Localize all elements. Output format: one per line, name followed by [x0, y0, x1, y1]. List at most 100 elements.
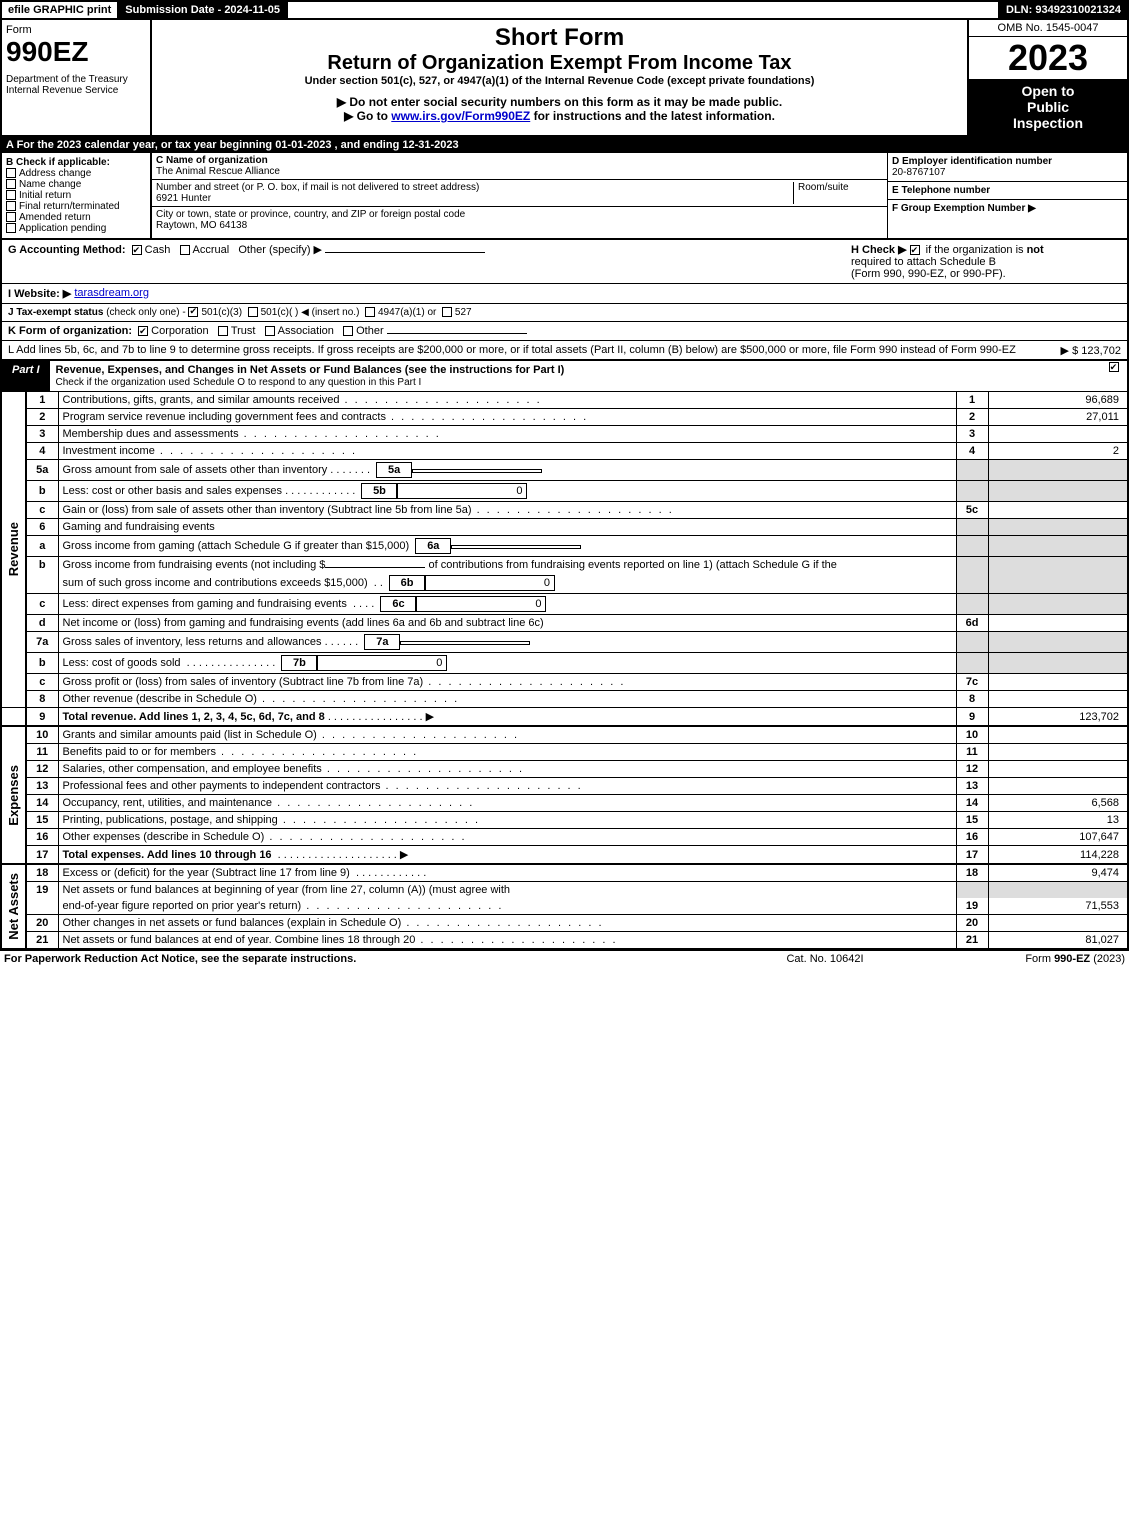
cb-h[interactable]	[910, 245, 920, 255]
cb-501c3[interactable]	[188, 307, 198, 317]
line-5c: c Gain or (loss) from sale of assets oth…	[1, 502, 1128, 519]
website-link[interactable]: tarasdream.org	[74, 287, 149, 300]
line-12: 12 Salaries, other compensation, and emp…	[1, 761, 1128, 778]
row-g-h: G Accounting Method: Cash Accrual Other …	[0, 240, 1129, 284]
amt-16: 107,647	[988, 829, 1128, 846]
line-6c: c Less: direct expenses from gaming and …	[1, 594, 1128, 615]
line-15: 15 Printing, publications, postage, and …	[1, 812, 1128, 829]
row-l: L Add lines 5b, 6c, and 7b to line 9 to …	[0, 341, 1129, 361]
e-label: E Telephone number	[892, 185, 1123, 196]
line-21: 21 Net assets or fund balances at end of…	[1, 932, 1128, 950]
row-j: J Tax-exempt status (check only one) - 5…	[0, 304, 1129, 322]
org-name: The Animal Rescue Alliance	[156, 166, 883, 177]
section-a: A For the 2023 calendar year, or tax yea…	[0, 137, 1129, 153]
line-19a: 19 Net assets or fund balances at beginn…	[1, 882, 1128, 899]
expenses-label: Expenses	[6, 765, 21, 826]
line-14: 14 Occupancy, rent, utilities, and maint…	[1, 795, 1128, 812]
cb-cash[interactable]	[132, 245, 142, 255]
cb-final-return[interactable]: Final return/terminated	[6, 201, 146, 212]
line-7a: 7a Gross sales of inventory, less return…	[1, 632, 1128, 653]
cat-no: Cat. No. 10642I	[725, 953, 925, 965]
line-19b: end-of-year figure reported on prior yea…	[1, 898, 1128, 915]
amt-7c	[988, 674, 1128, 691]
goto-line: ▶ Go to www.irs.gov/Form990EZ for instru…	[156, 109, 963, 123]
c-name-label: C Name of organization	[156, 155, 883, 166]
h-section: H Check ▶ if the organization is not req…	[841, 243, 1121, 280]
cb-corp[interactable]	[138, 326, 148, 336]
cb-trust[interactable]	[218, 326, 228, 336]
form-ref: Form 990-EZ (2023)	[925, 953, 1125, 965]
under-section: Under section 501(c), 527, or 4947(a)(1)…	[156, 75, 963, 87]
f-label: F Group Exemption Number ▶	[892, 203, 1123, 214]
line-8: 8 Other revenue (describe in Schedule O)…	[1, 691, 1128, 708]
line-1: Revenue 1 Contributions, gifts, grants, …	[1, 392, 1128, 409]
cb-assoc[interactable]	[265, 326, 275, 336]
irs-label: Internal Revenue Service	[6, 85, 146, 96]
g-section: G Accounting Method: Cash Accrual Other …	[8, 243, 485, 256]
part1-checkbox[interactable]	[1103, 361, 1127, 391]
c-street-label: Number and street (or P. O. box, if mail…	[156, 182, 793, 193]
cb-other-org[interactable]	[343, 326, 353, 336]
line-4: 4 Investment income 4 2	[1, 443, 1128, 460]
amt-14: 6,568	[988, 795, 1128, 812]
revenue-label: Revenue	[6, 522, 21, 576]
block-bcdef: B Check if applicable: Address change Na…	[0, 153, 1129, 240]
line-9: 9 Total revenue. Add lines 1, 2, 3, 4, 5…	[1, 708, 1128, 727]
cb-amended[interactable]: Amended return	[6, 212, 146, 223]
amt-8	[988, 691, 1128, 708]
header-center: Short Form Return of Organization Exempt…	[152, 20, 967, 135]
part1-table: Revenue 1 Contributions, gifts, grants, …	[0, 392, 1129, 950]
tax-year: 2023	[969, 37, 1127, 79]
amt-13	[988, 778, 1128, 795]
cb-initial-return[interactable]: Initial return	[6, 190, 146, 201]
amt-9: 123,702	[988, 708, 1128, 727]
cb-accrual[interactable]	[180, 245, 190, 255]
line-13: 13 Professional fees and other payments …	[1, 778, 1128, 795]
return-title: Return of Organization Exempt From Incom…	[156, 52, 963, 75]
org-street: 6921 Hunter	[156, 193, 793, 204]
line-6b: b Gross income from fundraising events (…	[1, 557, 1128, 574]
cb-address-change[interactable]: Address change	[6, 168, 146, 179]
cb-4947[interactable]	[365, 307, 375, 317]
omb-number: OMB No. 1545-0047	[969, 20, 1127, 37]
part1-label: Part I	[2, 361, 50, 391]
amt-18: 9,474	[988, 864, 1128, 882]
header-right: OMB No. 1545-0047 2023 Open to Public In…	[967, 20, 1127, 135]
line-18: Net Assets 18 Excess or (deficit) for th…	[1, 864, 1128, 882]
line-6: 6 Gaming and fundraising events	[1, 519, 1128, 536]
irs-link[interactable]: www.irs.gov/Form990EZ	[391, 109, 530, 123]
b-title: B Check if applicable:	[6, 157, 146, 168]
paperwork-notice: For Paperwork Reduction Act Notice, see …	[4, 953, 725, 965]
amt-12	[988, 761, 1128, 778]
cb-name-change[interactable]: Name change	[6, 179, 146, 190]
line-10: Expenses 10 Grants and similar amounts p…	[1, 726, 1128, 744]
page-footer: For Paperwork Reduction Act Notice, see …	[0, 950, 1129, 967]
d-label: D Employer identification number	[892, 156, 1123, 167]
room-suite-label: Room/suite	[793, 182, 883, 204]
amt-5c	[988, 502, 1128, 519]
amt-2: 27,011	[988, 409, 1128, 426]
section-def: D Employer identification number 20-8767…	[887, 153, 1127, 238]
dln: DLN: 93492310021324	[1000, 2, 1127, 18]
top-bar: efile GRAPHIC print Submission Date - 20…	[0, 0, 1129, 20]
section-c: C Name of organization The Animal Rescue…	[152, 153, 887, 238]
short-form-title: Short Form	[156, 24, 963, 52]
cb-pending[interactable]: Application pending	[6, 223, 146, 234]
line-7c: c Gross profit or (loss) from sales of i…	[1, 674, 1128, 691]
row-i: I Website: ▶ tarasdream.org	[0, 284, 1129, 304]
cb-527[interactable]	[442, 307, 452, 317]
c-city-label: City or town, state or province, country…	[156, 209, 883, 220]
form-word: Form	[6, 24, 146, 36]
netassets-label: Net Assets	[6, 873, 21, 940]
cb-501c[interactable]	[248, 307, 258, 317]
part1-title: Revenue, Expenses, and Changes in Net As…	[50, 361, 1103, 391]
amt-10	[988, 726, 1128, 744]
amt-11	[988, 744, 1128, 761]
line-6b-2: sum of such gross income and contributio…	[1, 573, 1128, 594]
line-3: 3 Membership dues and assessments 3	[1, 426, 1128, 443]
line-7b: b Less: cost of goods sold . . . . . . .…	[1, 653, 1128, 674]
no-ssn-line: ▶ Do not enter social security numbers o…	[156, 95, 963, 109]
l-amount: ▶ $ 123,702	[1061, 344, 1121, 357]
form-number: 990EZ	[6, 36, 146, 68]
amt-3	[988, 426, 1128, 443]
